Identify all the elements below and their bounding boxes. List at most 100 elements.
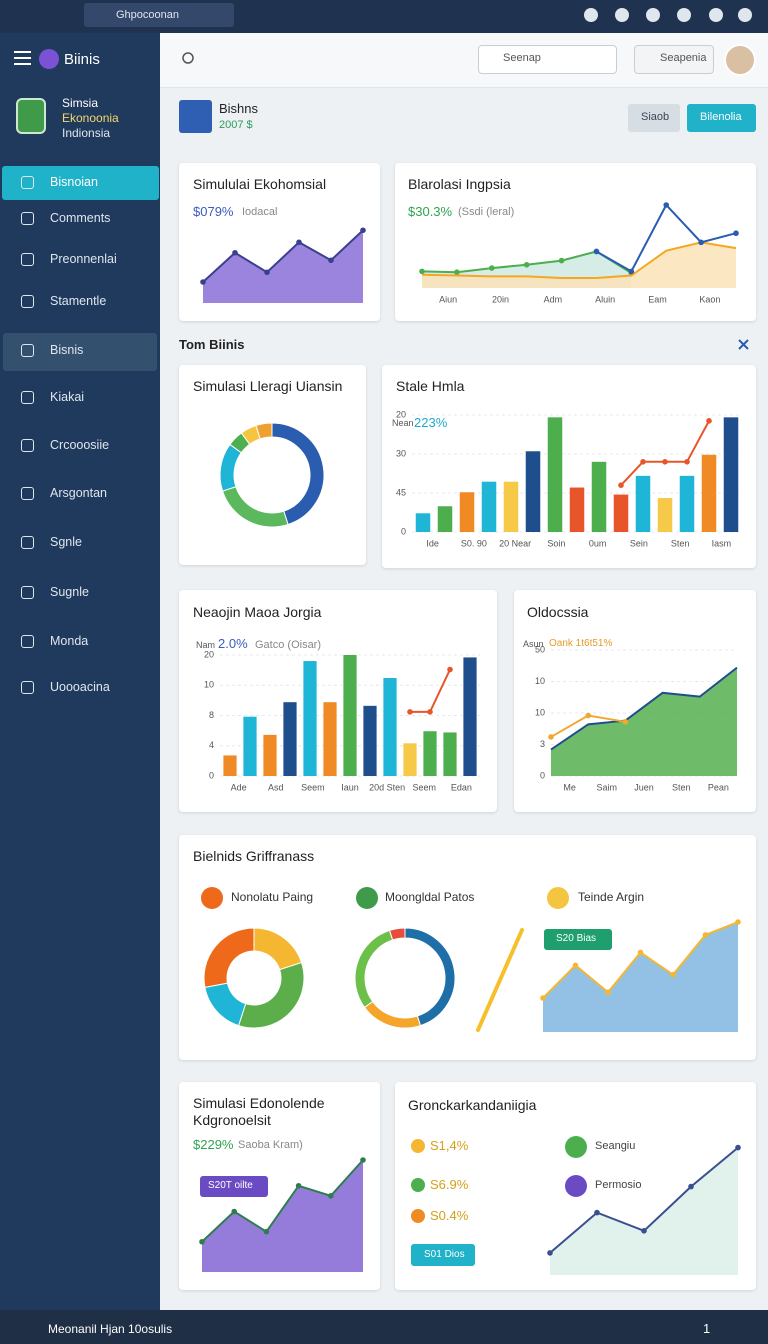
nav-icon <box>21 253 34 266</box>
x-axis-label: Juen <box>634 782 654 792</box>
top-icon <box>615 8 629 22</box>
label: Ghpocoonan <box>116 9 179 21</box>
nav-item: Bisnis <box>50 343 84 357</box>
x-axis-label: 20d Sten <box>369 782 405 792</box>
line-point <box>419 268 425 275</box>
badge <box>544 929 612 950</box>
line-point <box>360 1157 366 1163</box>
search-icon <box>182 52 194 64</box>
badge-text: S20T oilte <box>208 1180 253 1191</box>
x-axis-label: Ade <box>231 782 247 792</box>
status-icon <box>565 1136 587 1158</box>
trend-line-point <box>427 709 433 715</box>
line-point <box>232 249 238 256</box>
y-axis-label: 3 <box>540 739 545 749</box>
y-axis-label: 4 <box>209 740 214 750</box>
x-axis-label: Sten <box>671 538 690 548</box>
line-point <box>628 268 635 275</box>
card-title: Simulasi Edonolende Kdgronoelsit <box>193 1095 325 1128</box>
line-point <box>199 1238 205 1245</box>
card-title: Blarolasi Ingpsia <box>408 176 511 192</box>
bar <box>481 481 497 532</box>
line-point <box>605 989 611 996</box>
line-area <box>551 667 737 776</box>
label: Bilenolia <box>700 111 742 123</box>
section-title: Tom Biinis <box>179 337 245 352</box>
bar <box>503 481 519 532</box>
card-title: Simululai Ekohomsial <box>193 176 327 192</box>
x-axis-label: Aiun <box>439 294 457 304</box>
card-note: Gatco (Oisar) <box>255 639 322 651</box>
bar <box>591 461 607 532</box>
card-value: 223% <box>414 415 448 430</box>
badge <box>200 1176 268 1197</box>
line <box>421 241 737 280</box>
trend-line-point <box>684 459 690 465</box>
x-axis-label: Saim <box>597 782 618 792</box>
badge-text: S01 Dios <box>424 1249 465 1260</box>
search-input[interactable] <box>478 45 617 74</box>
line-point <box>663 202 670 208</box>
x-axis-label: Seem <box>301 782 325 792</box>
divider <box>476 928 524 1032</box>
line-point <box>263 1228 270 1235</box>
label: Seapenia <box>660 52 707 64</box>
nav-icon <box>21 536 34 549</box>
donut-segment <box>253 927 303 971</box>
y-axis-label: 50 <box>535 644 545 654</box>
y-axis-label: 0 <box>540 770 545 780</box>
line-point <box>702 932 709 938</box>
bar <box>443 732 457 776</box>
line-point <box>735 919 741 925</box>
page-subtitle: 2007 $ <box>219 119 253 131</box>
bar <box>437 506 453 532</box>
search-box[interactable] <box>84 3 234 27</box>
line-point <box>231 1208 237 1215</box>
nav-icon <box>21 487 34 500</box>
card-title: Neaojin Maoa Jorgia <box>193 604 322 620</box>
line-point <box>295 1182 302 1189</box>
bar <box>303 661 317 776</box>
page-title: Bishns <box>219 101 259 116</box>
line-point <box>572 962 579 969</box>
nav-item: Arsgontan <box>50 486 107 500</box>
nav-item: Sgnle <box>50 535 82 549</box>
search-input-2[interactable] <box>634 45 714 74</box>
top-icon <box>646 8 660 22</box>
donut-segment <box>271 422 325 526</box>
footer <box>0 1310 768 1344</box>
line-point <box>558 257 565 264</box>
item-icon <box>547 887 569 909</box>
sidebar <box>0 33 160 1310</box>
line-point <box>670 971 676 978</box>
line-point <box>328 1193 334 1199</box>
status-icon <box>565 1175 587 1197</box>
button[interactable] <box>628 104 680 132</box>
stat-value: S1,4% <box>430 1138 469 1153</box>
button[interactable] <box>687 104 756 132</box>
donut-segment <box>221 486 289 528</box>
donut-segment <box>219 443 242 492</box>
bar <box>223 755 237 776</box>
line-point <box>688 1183 694 1190</box>
bar <box>463 657 477 776</box>
donut-segment <box>203 927 255 988</box>
nav-active[interactable] <box>2 166 159 200</box>
avatar[interactable] <box>724 44 756 76</box>
donut-segment <box>237 961 305 1029</box>
bar <box>613 494 629 532</box>
label: Seenap <box>503 52 541 64</box>
x-axis-label: Sein <box>630 538 648 548</box>
x-axis-label: Eam <box>648 294 667 304</box>
bar <box>403 743 417 776</box>
card-title: Bielnids Griffranass <box>193 848 315 864</box>
nav-icon <box>21 176 34 189</box>
trend-line-point <box>640 459 646 465</box>
card-value: $079% <box>193 204 234 219</box>
stat-value: S0.4% <box>430 1208 469 1223</box>
trend-line-point <box>447 666 453 673</box>
line-point <box>523 261 530 268</box>
nav-selected[interactable] <box>3 333 157 371</box>
